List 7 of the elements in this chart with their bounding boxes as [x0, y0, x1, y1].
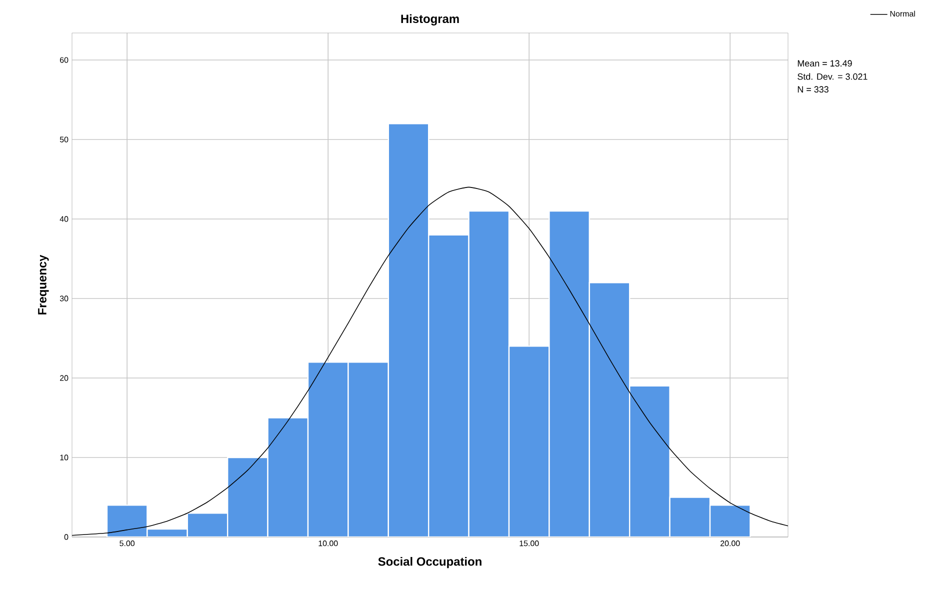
- line-series: [72, 186, 788, 536]
- x-axis-title: Social Occupation: [378, 556, 482, 568]
- text: Std. Dev. = 3.021: [798, 73, 868, 80]
- text: Mean = 13.49: [798, 60, 852, 67]
- y-axis-title: Frequency: [38, 254, 49, 314]
- text: N = 333: [798, 86, 828, 93]
- chart-title: Histogram: [401, 14, 459, 26]
